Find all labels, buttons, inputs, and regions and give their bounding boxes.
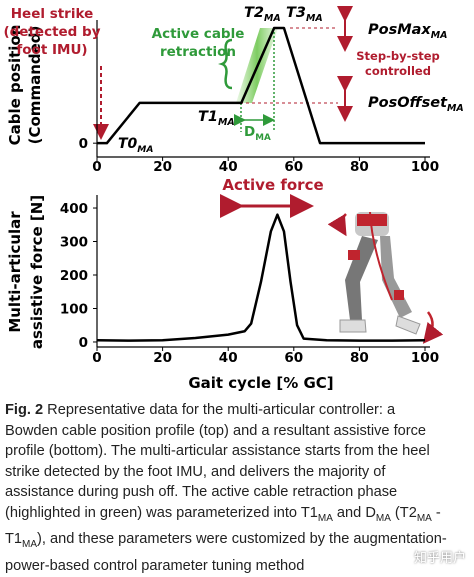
y-tick-label: 100 <box>60 301 88 317</box>
caption-line: profile (bottom). The multi-articular as… <box>5 441 471 462</box>
annotation-main: T1 <box>198 109 218 125</box>
annotation: PosMaxMA <box>368 22 447 41</box>
caption-text: profile (bottom). The multi-articular as… <box>5 443 430 459</box>
watermark: 知乎用户 <box>414 547 466 566</box>
annotation-sub: MA <box>306 13 323 24</box>
annotation-line: Active force <box>222 176 323 194</box>
annotation: Active force <box>222 176 323 194</box>
caption-line: (highlighted in green) was parameterized… <box>5 503 471 530</box>
x-tick-label: 20 <box>153 350 172 366</box>
x-tick-label: 20 <box>153 159 172 175</box>
exosuit-illustration <box>340 212 433 340</box>
caption-text: MA <box>22 539 37 550</box>
x-tick-label: 60 <box>284 350 303 366</box>
caption-text: MA <box>318 513 333 524</box>
caption-text: assistance during push off. The active c… <box>5 484 397 500</box>
caption-line: Fig. 2 Representative data for the multi… <box>5 400 471 421</box>
caption-text: (highlighted in green) was parameterized… <box>5 505 318 521</box>
annotation-sub: MA <box>431 30 448 41</box>
caption-line: Bowden cable position profile (top) and … <box>5 421 471 442</box>
annotation-line: retraction <box>160 44 236 60</box>
caption-text: - <box>432 505 441 521</box>
annotation-line: (detected by <box>3 24 100 40</box>
y-axis-label: Multi-articular <box>6 211 24 333</box>
annotation-sub: MA <box>137 145 153 155</box>
annotation: T2MA <box>244 5 281 24</box>
x-tick-label: 40 <box>219 159 238 175</box>
annotation: DMA <box>244 124 271 143</box>
caption-text: Bowden cable position profile (top) and … <box>5 423 426 439</box>
annotation: T3MA <box>286 5 323 24</box>
x-tick-label: 100 <box>411 159 439 175</box>
annotation-sub: MA <box>264 13 281 24</box>
x-tick-label: 80 <box>350 350 369 366</box>
x-tick-label: 60 <box>284 159 303 175</box>
y-tick-label: 300 <box>60 235 88 251</box>
caption-line: assistance during push off. The active c… <box>5 482 471 503</box>
x-tick-label: 0 <box>92 350 101 366</box>
caption-text: Fig. 2 <box>5 402 43 418</box>
annotation-main: T3 <box>286 5 306 21</box>
annotation-main: D <box>244 124 255 140</box>
annotation-line: controlled <box>365 64 431 78</box>
annotation: Active cable retraction <box>152 26 245 60</box>
x-axis-label: Gait cycle [% GC] <box>188 374 333 392</box>
x-tick-label: 80 <box>350 159 369 175</box>
caption-text: MA <box>417 513 432 524</box>
annotation: PosOffsetMA <box>368 95 464 114</box>
annotation-line: Heel strike <box>11 6 93 22</box>
caption-text: Representative data for the multi-articu… <box>43 402 395 418</box>
caption-text: strike detected by the foot IMU, and del… <box>5 464 385 480</box>
annotation-main: PosMax <box>368 22 431 38</box>
caption-text: T1 <box>5 531 22 547</box>
annotation-line: foot IMU) <box>16 42 87 58</box>
annotation-sub: MA <box>447 103 464 114</box>
caption: Fig. 2 Representative data for the multi… <box>5 400 471 577</box>
caption-text: (T2 <box>391 505 417 521</box>
x-tick-label: 0 <box>92 159 101 175</box>
y-tick-label: 0 <box>79 335 88 351</box>
y-tick-label: 0 <box>79 136 88 152</box>
annotation-main: T0 <box>118 136 138 152</box>
y-tick-label: 200 <box>60 268 88 284</box>
caption-text: MA <box>376 513 391 524</box>
y-tick-label: 400 <box>60 201 88 217</box>
caption-line: T1MA), and these parameters were customi… <box>5 529 471 556</box>
annotation: T1MA <box>198 109 235 128</box>
annotation: T0MA <box>118 136 153 155</box>
x-tick-label: 100 <box>411 350 439 366</box>
x-tick-label: 40 <box>219 350 238 366</box>
caption-text: ), and these parameters were customized … <box>37 531 447 547</box>
annotation-sub: MA <box>255 133 271 143</box>
annotation-main: PosOffset <box>368 95 448 111</box>
caption-text: and D <box>333 505 376 521</box>
y-axis-label: assistive force [N] <box>28 195 46 349</box>
annotation-line: Step-by-step <box>356 49 439 63</box>
caption-line: strike detected by the foot IMU, and del… <box>5 462 471 483</box>
caption-line: power-based control parameter tuning met… <box>5 556 471 577</box>
annotation-main: T2 <box>244 5 264 21</box>
annotation-sub: MA <box>218 117 235 128</box>
annotation: Heel strike (detected by foot IMU) <box>3 6 100 58</box>
annotation-line: Active cable <box>152 26 245 42</box>
